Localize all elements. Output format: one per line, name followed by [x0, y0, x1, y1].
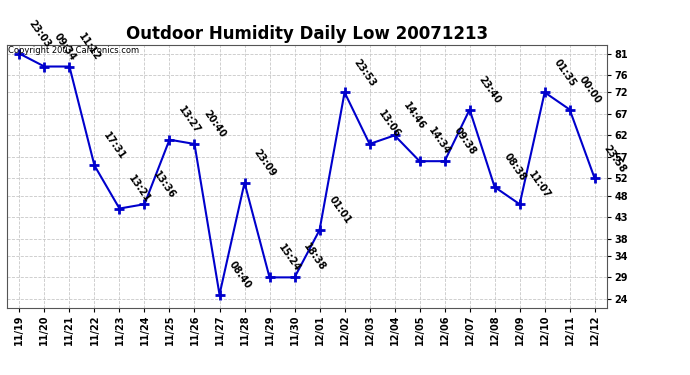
Text: 09:38: 09:38	[451, 126, 477, 157]
Text: 13:27: 13:27	[177, 104, 202, 135]
Text: 00:00: 00:00	[577, 74, 602, 105]
Text: 09:34: 09:34	[51, 31, 77, 62]
Text: 15:24: 15:24	[277, 242, 302, 273]
Text: 13:36: 13:36	[151, 169, 177, 200]
Text: 23:53: 23:53	[351, 57, 377, 88]
Text: 23:58: 23:58	[602, 143, 628, 174]
Title: Outdoor Humidity Daily Low 20071213: Outdoor Humidity Daily Low 20071213	[126, 26, 488, 44]
Text: 23:40: 23:40	[477, 74, 502, 105]
Text: 17:31: 17:31	[101, 130, 128, 161]
Text: 01:01: 01:01	[326, 195, 353, 226]
Text: 08:38: 08:38	[502, 152, 528, 183]
Text: 23:03: 23:03	[26, 18, 52, 50]
Text: 23:09: 23:09	[251, 147, 277, 178]
Text: Copyright 2007 Cartronics.com: Copyright 2007 Cartronics.com	[8, 46, 139, 56]
Text: 14:34: 14:34	[426, 126, 453, 157]
Text: 11:12: 11:12	[77, 31, 102, 62]
Text: 18:38: 18:38	[302, 242, 328, 273]
Text: 20:40: 20:40	[201, 109, 228, 140]
Text: 13:06: 13:06	[377, 109, 402, 140]
Text: 01:35: 01:35	[551, 57, 578, 88]
Text: 08:40: 08:40	[226, 259, 253, 290]
Text: 13:21: 13:21	[126, 173, 152, 204]
Text: 11:07: 11:07	[526, 169, 553, 200]
Text: 14:46: 14:46	[402, 100, 428, 131]
